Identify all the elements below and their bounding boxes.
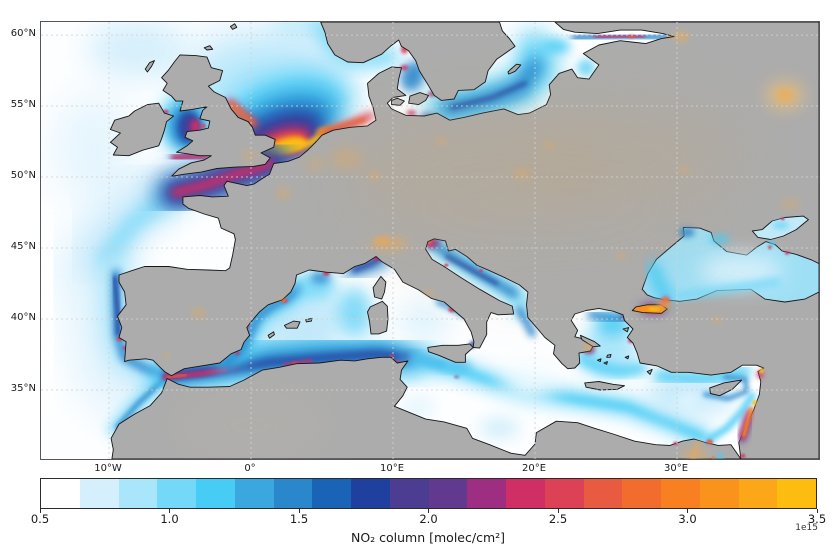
- colorbar-tick-label: 1.0: [160, 512, 179, 526]
- colorbar-tick-label: 0.5: [30, 512, 50, 526]
- colorbar-segment: [506, 479, 545, 508]
- colorbar-segment: [157, 479, 196, 508]
- map-canvas: [41, 22, 819, 459]
- y-tick-label: 35°N: [10, 383, 36, 394]
- colorbar-segment: [196, 479, 235, 508]
- colorbar-segment: [622, 479, 661, 508]
- x-tick-label: 0°: [244, 463, 256, 474]
- y-tick-label: 40°N: [10, 312, 36, 323]
- colorbar-segment: [467, 479, 506, 508]
- colorbar-segment: [428, 479, 468, 508]
- y-tick-label: 60°N: [10, 28, 36, 40]
- colorbar-segment: [544, 479, 584, 508]
- colorbar-tickmark: [557, 509, 559, 513]
- x-tick-label: 10°E: [379, 463, 405, 474]
- colorbar: [40, 478, 817, 509]
- x-tick-label: 30°E: [663, 463, 689, 474]
- colorbar-label: NO₂ column [molec/cm²]: [350, 530, 506, 545]
- y-tick-label: 55°N: [10, 99, 36, 111]
- colorbar-tick-label: 2.5: [548, 512, 568, 526]
- colorbar-tickmark: [687, 509, 688, 513]
- colorbar-segment: [389, 479, 429, 508]
- x-tick-label: 10°W: [94, 463, 122, 474]
- colorbar-tickmark: [39, 509, 41, 513]
- colorbar-tickmark: [169, 509, 170, 513]
- colorbar-segment: [312, 479, 351, 508]
- colorbar-segment: [661, 479, 700, 508]
- colorbar-tickmark: [816, 509, 818, 513]
- colorbar-segment: [118, 479, 158, 508]
- colorbar-tick-label: 3.5: [807, 512, 827, 526]
- colorbar-segment: [777, 479, 816, 508]
- colorbar-segment: [583, 479, 623, 508]
- colorbar-tick-label: 2.0: [419, 512, 438, 526]
- y-tick-label: 45°N: [10, 241, 36, 253]
- colorbar-segment: [699, 479, 739, 508]
- colorbar-tickmark: [298, 509, 300, 513]
- colorbar-offset-label: 1e15: [795, 523, 818, 533]
- map-plot: [40, 21, 820, 460]
- colorbar-segment: [79, 479, 119, 508]
- colorbar-segment: [351, 479, 390, 508]
- colorbar-segment: [234, 479, 274, 508]
- colorbar-segment: [273, 479, 313, 508]
- y-tick-label: 50°N: [10, 170, 36, 182]
- colorbar-tickmark: [428, 509, 429, 513]
- colorbar-tick-label: 3.0: [678, 512, 697, 526]
- colorbar-segment: [738, 479, 778, 508]
- colorbar-tick-label: 1.5: [289, 512, 309, 526]
- colorbar-segment: [41, 479, 80, 508]
- x-tick-label: 20°E: [521, 463, 547, 474]
